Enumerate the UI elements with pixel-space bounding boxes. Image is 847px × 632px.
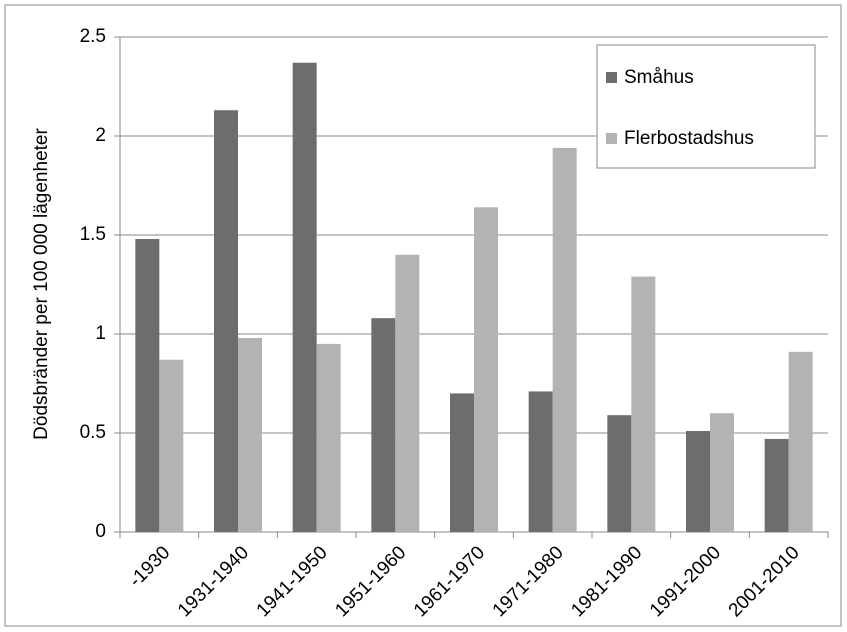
y-tick-label: 2 bbox=[95, 125, 106, 146]
bar bbox=[450, 393, 474, 532]
legend-box bbox=[596, 44, 816, 169]
bar bbox=[686, 431, 710, 532]
bar bbox=[135, 238, 160, 532]
legend-swatch bbox=[606, 72, 617, 83]
bar bbox=[528, 391, 553, 532]
y-tick-label: 1 bbox=[95, 323, 106, 344]
bar bbox=[238, 337, 262, 532]
y-tick-label: 0 bbox=[95, 521, 106, 542]
bar bbox=[214, 110, 238, 532]
y-axis-label: Dödsbränder per 100 000 lägenheter bbox=[31, 128, 52, 440]
legend-label: Flerbostadshus bbox=[624, 128, 754, 149]
bar bbox=[552, 147, 577, 532]
bar bbox=[371, 318, 396, 532]
bar bbox=[292, 62, 317, 533]
y-tick-label: 0.5 bbox=[80, 422, 106, 443]
bar bbox=[710, 413, 734, 532]
bar bbox=[607, 415, 632, 532]
legend-label: Småhus bbox=[624, 67, 694, 88]
bar bbox=[316, 343, 341, 532]
y-tick-label: 1.5 bbox=[80, 224, 106, 245]
bar bbox=[395, 254, 420, 533]
bar bbox=[631, 276, 656, 532]
bar bbox=[474, 207, 498, 532]
y-tick-label: 2.5 bbox=[80, 26, 106, 47]
bar bbox=[788, 351, 813, 532]
bar bbox=[764, 438, 789, 532]
bar bbox=[159, 359, 184, 532]
legend-swatch bbox=[606, 133, 617, 144]
